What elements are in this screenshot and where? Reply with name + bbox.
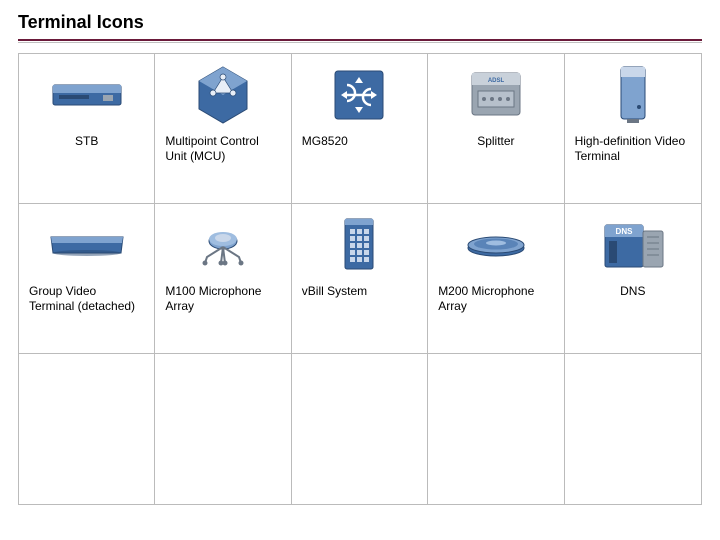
cell-mg8520: MG8520: [292, 54, 428, 204]
cell-m200: M200 Microphone Array: [428, 204, 564, 354]
cell-empty: [565, 354, 701, 504]
mcu-icon: [161, 62, 284, 128]
cell-empty: [428, 354, 564, 504]
cell-mcu: Multipoint Control Unit (MCU): [155, 54, 291, 204]
cell-empty: [19, 354, 155, 504]
stb-label: STB: [71, 128, 102, 149]
m200-label: M200 Microphone Array: [434, 278, 557, 314]
m200-icon: [434, 212, 557, 278]
mg8520-icon: [298, 62, 421, 128]
cell-m100: M100 Microphone Array: [155, 204, 291, 354]
svg-text:DNS: DNS: [615, 227, 633, 236]
cell-dns: DNS DNS: [565, 204, 701, 354]
gvtd-icon: [25, 212, 148, 278]
svg-text:ADSL: ADSL: [488, 78, 505, 84]
divider-dark: [18, 39, 702, 41]
cell-splitter: ADSL Splitter: [428, 54, 564, 204]
splitter-icon: ADSL: [434, 62, 557, 128]
cell-empty: [292, 354, 428, 504]
splitter-label: Splitter: [473, 128, 518, 149]
m100-label: M100 Microphone Array: [161, 278, 284, 314]
divider-light: [18, 42, 702, 43]
icon-grid: STB Multipoint Control Unit (MCU): [18, 53, 702, 505]
gvtd-label: Group Video Terminal (detached): [25, 278, 148, 314]
cell-gvtd: Group Video Terminal (detached): [19, 204, 155, 354]
stb-icon: [25, 62, 148, 128]
cell-stb: STB: [19, 54, 155, 204]
page-title: Terminal Icons: [18, 12, 702, 33]
mcu-label: Multipoint Control Unit (MCU): [161, 128, 284, 164]
hdvt-label: High-definition Video Terminal: [571, 128, 695, 164]
cell-empty: [155, 354, 291, 504]
vbill-icon: [298, 212, 421, 278]
mg8520-label: MG8520: [298, 128, 352, 149]
m100-icon: [161, 212, 284, 278]
cell-hdvt: High-definition Video Terminal: [565, 54, 701, 204]
hdvt-icon: [571, 62, 695, 128]
vbill-label: vBill System: [298, 278, 371, 299]
dns-label: DNS: [616, 278, 649, 299]
cell-vbill: vBill System: [292, 204, 428, 354]
dns-icon: DNS: [571, 212, 695, 278]
